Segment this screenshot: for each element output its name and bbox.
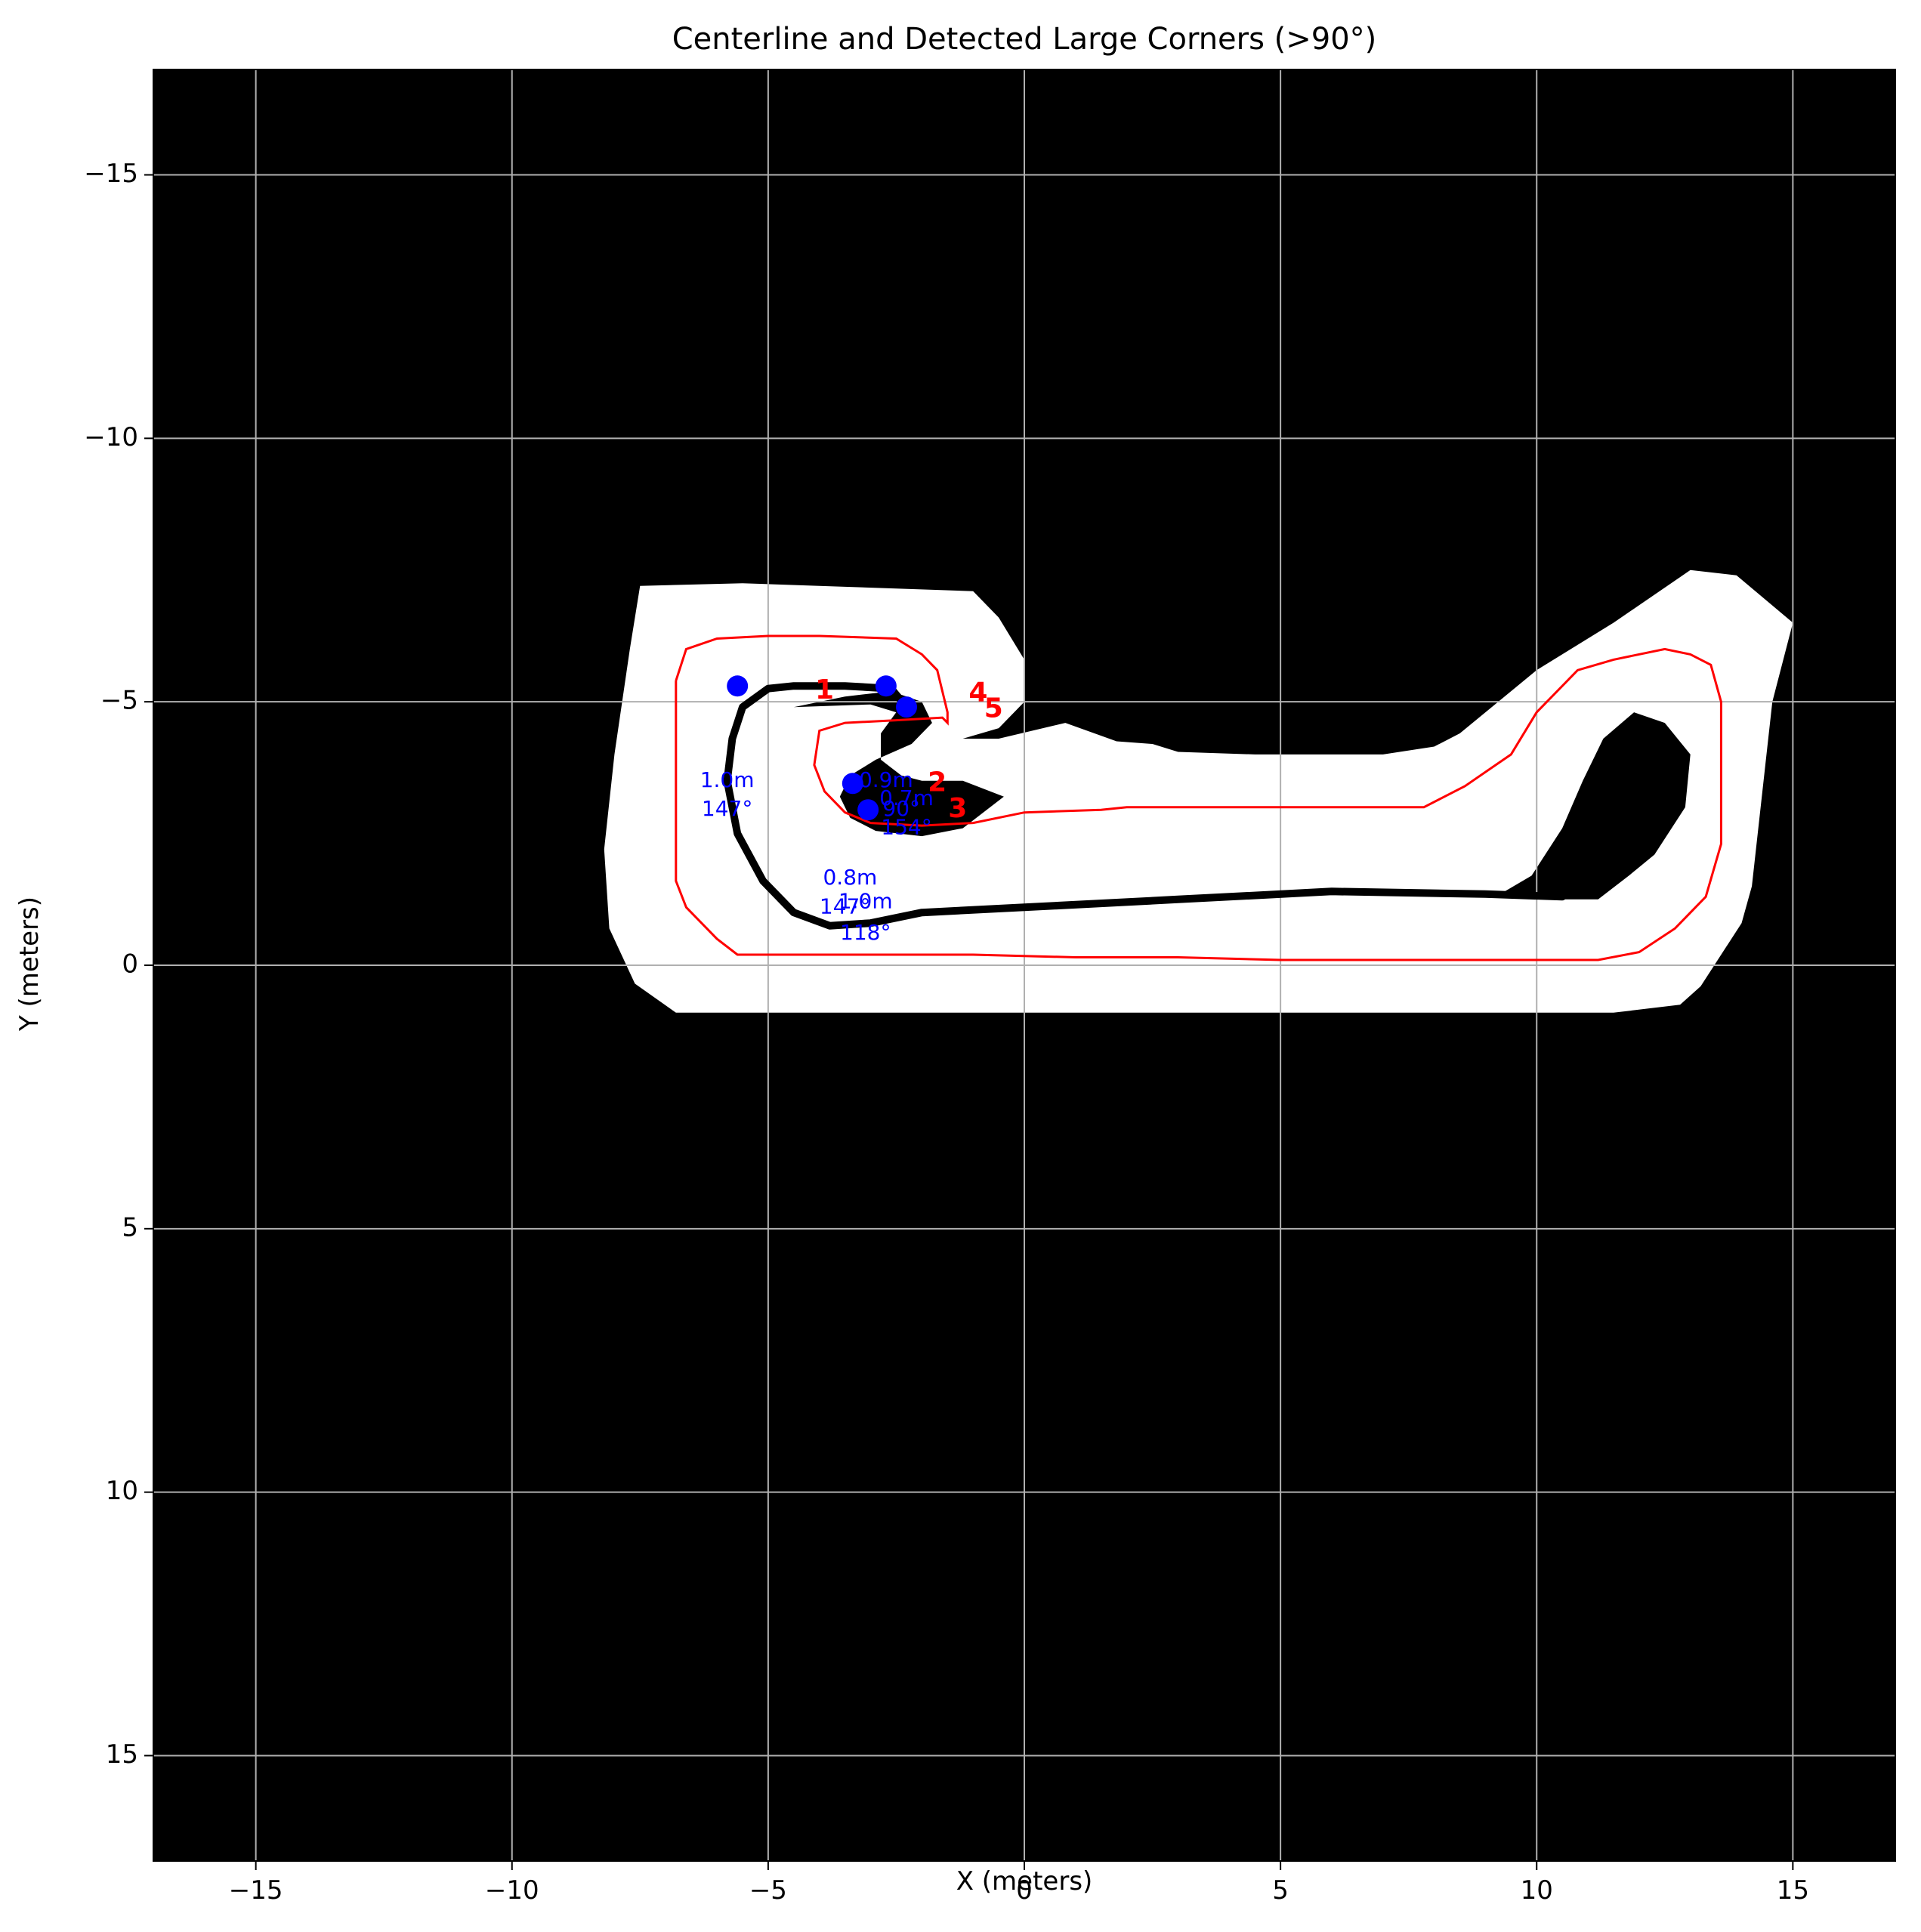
corner-number-label: 4 bbox=[968, 677, 987, 708]
corner-annotation: 147° bbox=[820, 893, 870, 918]
y-tick-label: 10 bbox=[106, 1476, 138, 1506]
x-axis-label: X (meters) bbox=[956, 1866, 1093, 1897]
corner-number-label: 2 bbox=[928, 767, 947, 798]
x-tick-label: −5 bbox=[749, 1875, 787, 1906]
corner-annotation: 118° bbox=[840, 920, 891, 945]
x-tick-label: 0 bbox=[1016, 1875, 1033, 1906]
x-tick-label: −15 bbox=[229, 1875, 283, 1906]
plot-area: 123451.0m147°0.9m0.7m90°154°0.8m147°1.0m… bbox=[153, 69, 1895, 1861]
driving-path bbox=[723, 682, 1567, 930]
corner-number-label: 1 bbox=[815, 674, 834, 705]
corner-annotation: 147° bbox=[702, 796, 752, 821]
corner-point bbox=[875, 675, 897, 697]
corner-point bbox=[727, 675, 749, 697]
corner-annotation: 1.0m bbox=[700, 767, 755, 792]
centerline bbox=[675, 634, 1722, 961]
x-tick-label: 15 bbox=[1777, 1875, 1809, 1906]
corner-annotation: 0.7m bbox=[879, 785, 934, 810]
y-tick-label: 5 bbox=[122, 1212, 138, 1242]
corner-point bbox=[896, 696, 918, 718]
driving-path-hook bbox=[861, 785, 967, 804]
corner-point bbox=[857, 799, 879, 821]
x-tick-label: 10 bbox=[1521, 1875, 1553, 1906]
corner-number-label: 5 bbox=[984, 693, 1003, 724]
y-tick-label: −10 bbox=[84, 422, 138, 452]
y-tick-label: −15 bbox=[84, 159, 138, 189]
corner-point bbox=[842, 773, 863, 795]
track-area bbox=[604, 569, 1793, 1013]
y-tick-label: 0 bbox=[122, 949, 138, 980]
corner-annotation: 154° bbox=[881, 815, 931, 840]
y-axis-label: Y (meters) bbox=[14, 897, 45, 1032]
corner-annotation: 0.8m bbox=[823, 865, 877, 890]
corner-annotation: 1.0m bbox=[839, 888, 893, 913]
corner-annotation: 0.9m bbox=[859, 767, 913, 792]
y-tick-label: −5 bbox=[100, 686, 138, 716]
corner-number-label: 3 bbox=[948, 793, 967, 824]
x-tick-label: −10 bbox=[485, 1875, 539, 1906]
x-tick-label: 5 bbox=[1272, 1875, 1289, 1906]
y-tick-label: 15 bbox=[106, 1739, 138, 1770]
chart-title: Centerline and Detected Large Corners (>… bbox=[672, 22, 1377, 57]
corner-annotation: 90° bbox=[882, 796, 920, 821]
